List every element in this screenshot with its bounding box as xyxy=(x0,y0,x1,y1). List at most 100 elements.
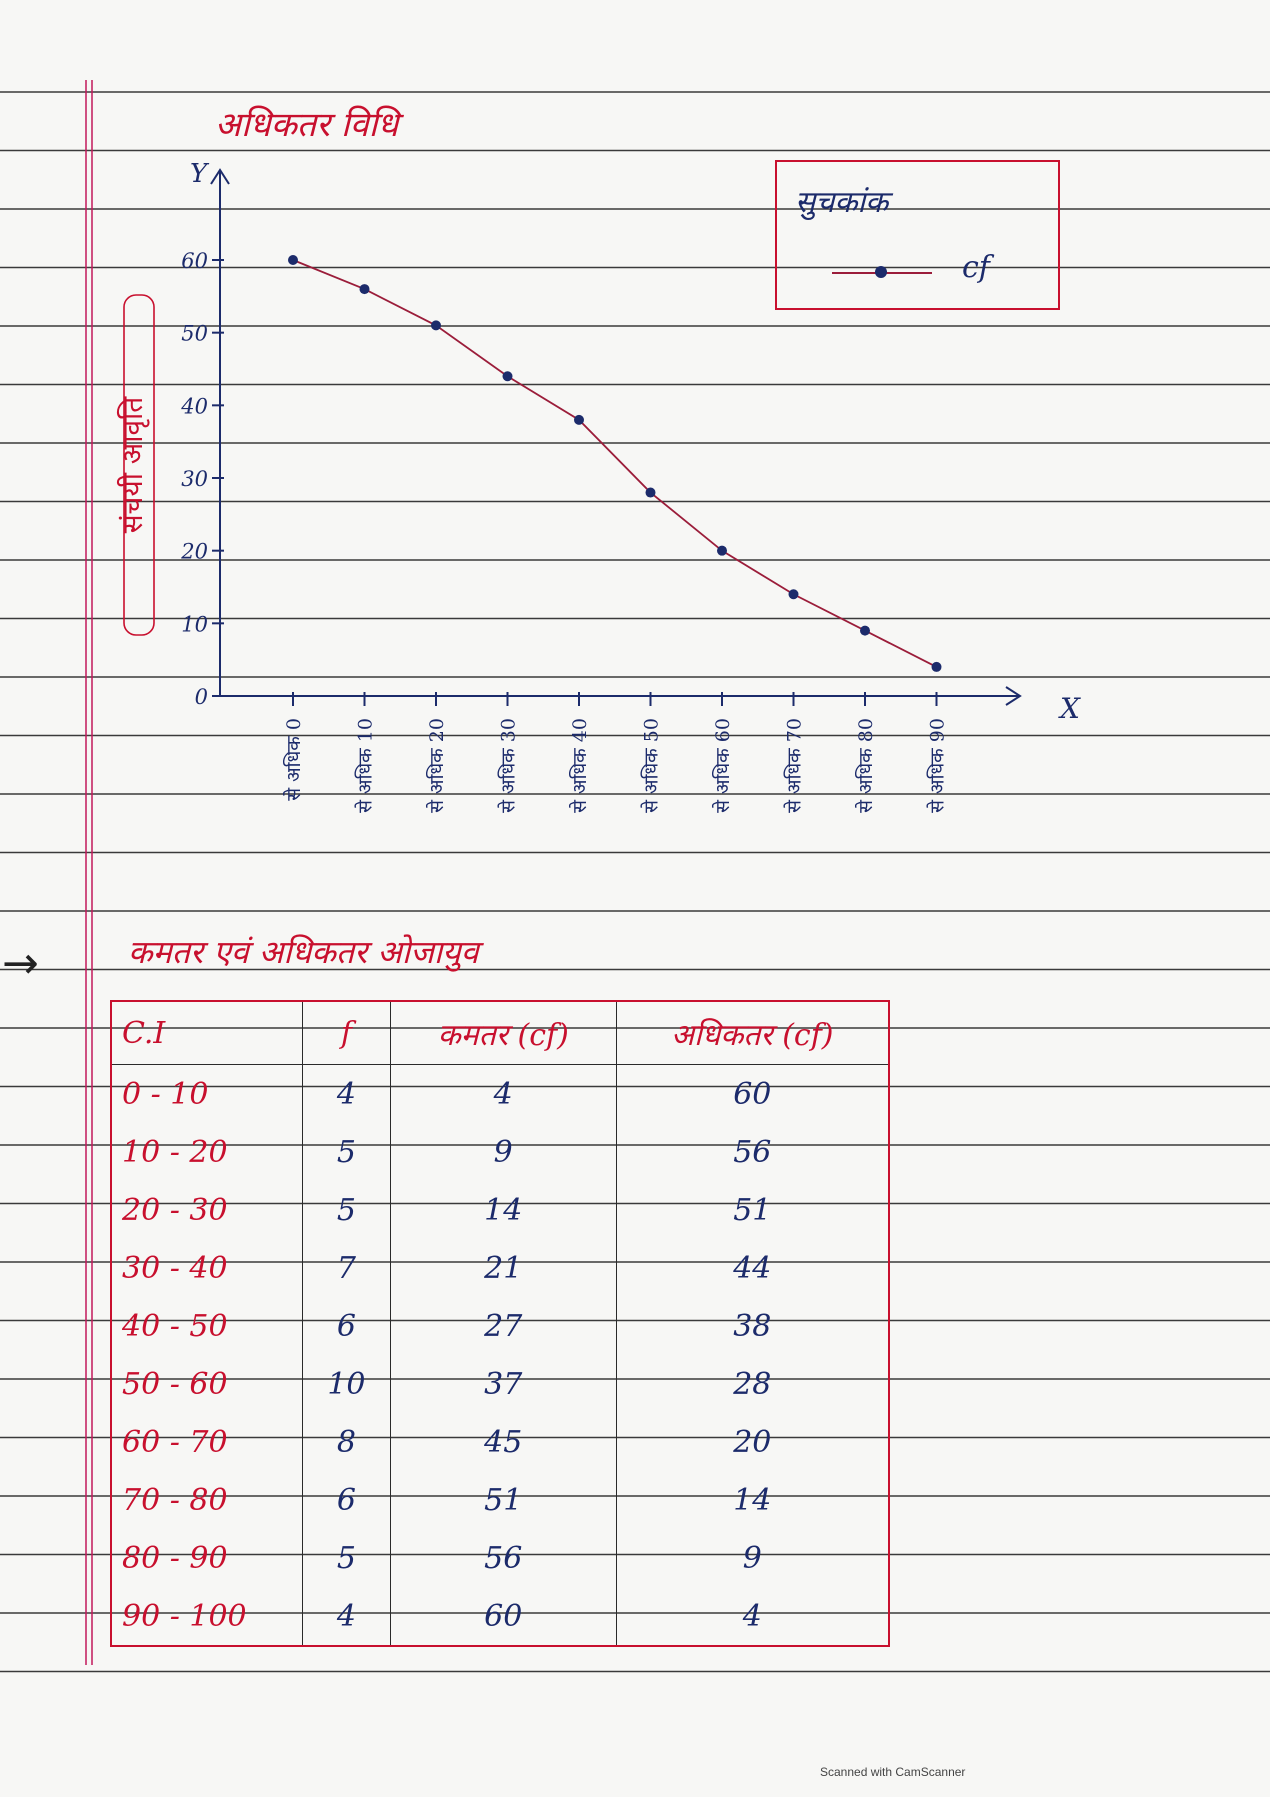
ci-cell: 90 - 100 xyxy=(110,1587,303,1646)
ci-cell: 0 - 10 xyxy=(110,1064,303,1123)
header-f: f xyxy=(302,1001,391,1065)
x-axis-arrow xyxy=(1005,686,1022,706)
frequency-cell: 4 xyxy=(302,1064,391,1123)
more-than-cf-cell: 38 xyxy=(615,1297,890,1355)
chart-legend: सुचकांक cf xyxy=(775,160,1060,310)
header-ci: C.I xyxy=(110,1001,303,1065)
frequency-cell: 4 xyxy=(302,1587,391,1646)
less-than-cf-cell: 9 xyxy=(389,1123,617,1181)
y-tick-label: 30 xyxy=(181,467,208,491)
table-row: 90 - 100 4 60 4 xyxy=(110,1587,890,1646)
x-axis-label: X xyxy=(1058,692,1081,725)
x-tick-label: से अधिक 0 xyxy=(282,718,305,801)
ci-cell: 50 - 60 xyxy=(110,1355,303,1413)
more-than-cf-cell: 9 xyxy=(615,1529,890,1587)
table-header-row: C.I f कमतर (cf) अधिकतर (cf) xyxy=(110,1001,890,1065)
ci-cell: 40 - 50 xyxy=(110,1297,303,1355)
frequency-table: C.I f कमतर (cf) अधिकतर (cf) 0 - 10 4 4 60 10… xyxy=(110,1000,890,1647)
more-than-cf-cell: 44 xyxy=(615,1239,890,1297)
more-than-cf-cell: 14 xyxy=(615,1471,890,1529)
y-tick-label: 10 xyxy=(181,612,208,636)
header-less-than-cf: कमतर (cf) xyxy=(389,1001,617,1065)
ogive-chart: Y X 0 10 20 30 40 50 60 संचयी आवृति से अधिक 0 से अध… xyxy=(116,159,1081,813)
y-axis-label-bracket xyxy=(123,294,155,636)
table-row: 30 - 40 7 21 44 xyxy=(110,1239,890,1297)
data-point xyxy=(717,545,727,556)
less-than-cf-cell: 60 xyxy=(389,1587,617,1646)
less-than-cf-cell: 4 xyxy=(389,1064,617,1123)
frequency-cell: 8 xyxy=(302,1413,391,1471)
less-than-cf-cell: 37 xyxy=(389,1355,617,1413)
table-row: 40 - 50 6 27 38 xyxy=(110,1297,890,1355)
data-point xyxy=(502,371,513,382)
less-than-cf-cell: 27 xyxy=(389,1297,617,1355)
more-than-cf-cell: 51 xyxy=(615,1181,890,1239)
table-row: 10 - 20 5 9 56 xyxy=(110,1123,890,1181)
more-than-cf-cell: 20 xyxy=(615,1413,890,1471)
frequency-cell: 5 xyxy=(302,1181,391,1239)
data-point xyxy=(860,625,870,636)
ci-cell: 60 - 70 xyxy=(110,1413,303,1471)
page-title: अधिकतर विधि xyxy=(215,105,399,145)
more-than-cf-cell: 60 xyxy=(615,1064,890,1123)
data-point xyxy=(645,487,656,498)
ci-cell: 80 - 90 xyxy=(110,1529,303,1587)
legend-title: सुचकांक xyxy=(795,185,889,220)
x-tick-label: से अधिक 30 xyxy=(497,718,520,813)
legend-marker xyxy=(875,266,887,278)
less-than-cf-cell: 45 xyxy=(389,1413,617,1471)
x-tick-label: से अधिक 90 xyxy=(926,718,949,813)
ci-cell: 30 - 40 xyxy=(110,1239,303,1297)
data-point xyxy=(931,661,942,672)
frequency-cell: 6 xyxy=(302,1297,391,1355)
legend-label: cf xyxy=(962,250,990,285)
less-than-cf-cell: 14 xyxy=(389,1181,617,1239)
y-axis-arrow xyxy=(210,168,230,185)
more-than-cf-cell: 28 xyxy=(615,1355,890,1413)
table-title: कमतर एवं अधिकतर ओजायुव xyxy=(128,933,479,971)
y-tick-label: 40 xyxy=(180,394,208,418)
y-tick-label: 20 xyxy=(180,540,208,564)
scanner-watermark: Scanned with CamScanner xyxy=(820,1765,966,1779)
right-arrow-icon: → xyxy=(2,938,39,989)
table-row: 0 - 10 4 4 60 xyxy=(110,1064,890,1123)
x-tick-label: से अधिक 80 xyxy=(854,718,877,813)
less-than-cf-cell: 56 xyxy=(389,1529,617,1587)
x-tick-label: से अधिक 50 xyxy=(640,718,663,813)
x-tick-label: से अधिक 70 xyxy=(783,718,806,813)
y-axis-letter: Y xyxy=(190,159,210,189)
ci-cell: 70 - 80 xyxy=(110,1471,303,1529)
data-point xyxy=(788,589,799,600)
y-axis-label: संचयी आवृति xyxy=(116,396,150,534)
table-body: 0 - 10 4 4 60 10 - 20 5 9 56 20 - 30 5 14 51 30 - 40… xyxy=(110,1064,890,1646)
data-point xyxy=(359,284,370,295)
table-row: 60 - 70 8 45 20 xyxy=(110,1413,890,1471)
table-row: 80 - 90 5 56 9 xyxy=(110,1529,890,1587)
y-tick-label: 60 xyxy=(181,249,208,273)
x-tick-label: से अधिक 40 xyxy=(568,718,591,813)
less-than-cf-cell: 51 xyxy=(389,1471,617,1529)
x-tick-label: से अधिक 20 xyxy=(425,718,448,813)
data-point xyxy=(574,414,584,425)
frequency-cell: 5 xyxy=(302,1529,391,1587)
frequency-cell: 7 xyxy=(302,1239,391,1297)
more-than-cf-cell: 4 xyxy=(615,1587,890,1646)
data-point xyxy=(431,320,441,331)
frequency-cell: 5 xyxy=(302,1123,391,1181)
header-more-than-cf: अधिकतर (cf) xyxy=(615,1001,890,1065)
table-row: 50 - 60 10 37 28 xyxy=(110,1355,890,1413)
x-tick-label: से अधिक 60 xyxy=(711,718,734,813)
table-row: 70 - 80 6 51 14 xyxy=(110,1471,890,1529)
x-tick-label: से अधिक 10 xyxy=(354,718,377,813)
data-point xyxy=(288,255,298,265)
more-than-cf-cell: 56 xyxy=(615,1123,890,1181)
y-tick-label: 0 xyxy=(195,685,208,709)
ci-cell: 10 - 20 xyxy=(110,1123,303,1181)
frequency-cell: 6 xyxy=(302,1471,391,1529)
series-line-cf xyxy=(292,259,937,668)
less-than-cf-cell: 21 xyxy=(389,1239,617,1297)
table-row: 20 - 30 5 14 51 xyxy=(110,1181,890,1239)
frequency-cell: 10 xyxy=(302,1355,391,1413)
y-tick-label: 50 xyxy=(181,322,208,346)
ci-cell: 20 - 30 xyxy=(110,1181,303,1239)
